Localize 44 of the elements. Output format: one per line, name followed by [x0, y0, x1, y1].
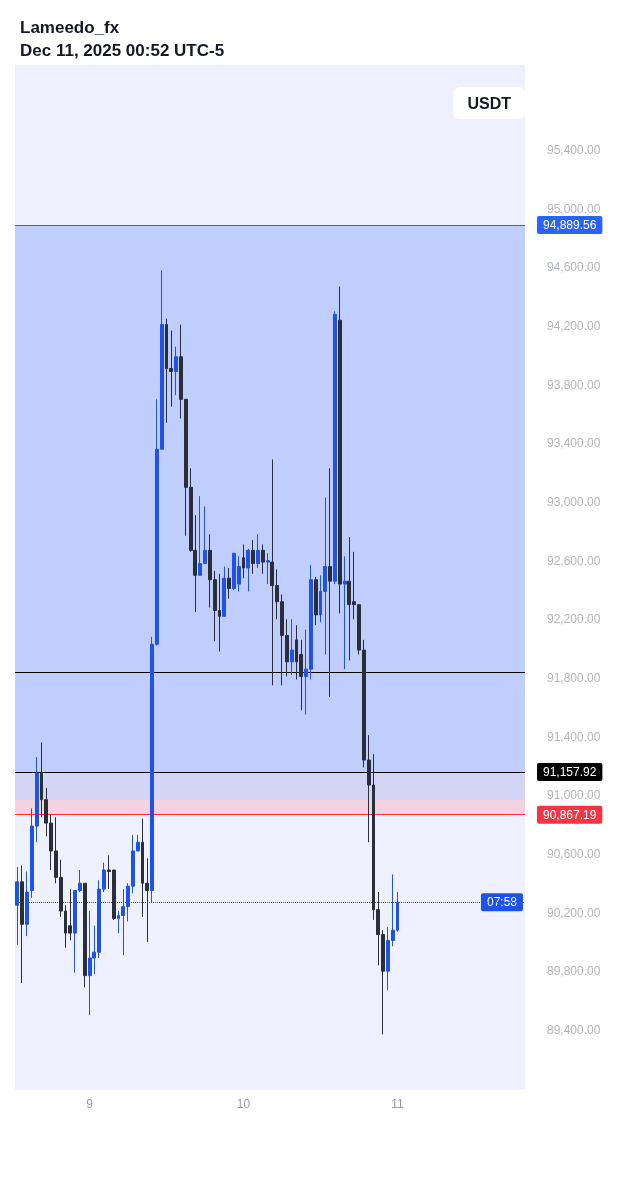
ref-line-label: 94,889.56 [543, 217, 597, 232]
candlestick [20, 865, 24, 984]
candlestick [338, 285, 342, 614]
candlestick [251, 539, 255, 575]
candlestick [343, 555, 347, 670]
candlestick [83, 882, 87, 988]
chart-title: Lameedo_fx [20, 18, 120, 37]
y-tick-label: 95,400.00 [547, 143, 601, 158]
x-tick-label: 9 [86, 1097, 94, 1111]
candlestick [333, 310, 337, 585]
y-tick-label: 94,200.00 [547, 319, 601, 334]
y-tick-label: 93,400.00 [547, 436, 601, 451]
candlestick [256, 533, 260, 569]
candlestick [174, 346, 178, 396]
y-tick-label: 91,400.00 [547, 729, 601, 744]
y-tick-label: 92,600.00 [547, 553, 601, 568]
candlestick [266, 552, 270, 585]
y-tick-label: 90,600.00 [547, 846, 601, 861]
y-tick-label: 95,000.00 [547, 201, 601, 216]
candlestick [222, 566, 226, 617]
x-tick-label: 11 [391, 1097, 405, 1111]
candlestick [246, 548, 250, 592]
candlestick [328, 467, 332, 698]
y-tick-label: 91,000.00 [547, 788, 601, 803]
ref-line-label: 91,157.92 [543, 765, 597, 780]
y-tick-label: 89,400.00 [547, 1022, 601, 1037]
ref-line-label: 90,867.19 [543, 807, 597, 822]
x-tick-label: 10 [236, 1097, 251, 1111]
y-tick-label: 89,800.00 [547, 964, 601, 979]
candlestick [242, 544, 245, 579]
y-tick-label: 91,800.00 [547, 670, 601, 685]
candlestick [314, 576, 318, 626]
y-axis-title: USDT [467, 94, 512, 112]
y-tick-label: 93,000.00 [547, 494, 601, 509]
candlestick [261, 544, 265, 575]
y-tick-label: 93,800.00 [547, 377, 601, 392]
chart-subtitle: Dec 11, 2025 00:52 UTC-5 [20, 41, 225, 60]
y-tick-label: 92,200.00 [547, 612, 601, 627]
candlestick [88, 910, 92, 1016]
y-tick-label: 90,200.00 [547, 905, 601, 920]
candlestick [323, 497, 327, 655]
candlestick [227, 567, 231, 600]
candlestick [290, 618, 294, 676]
y-tick-label: 94,600.00 [547, 260, 601, 275]
